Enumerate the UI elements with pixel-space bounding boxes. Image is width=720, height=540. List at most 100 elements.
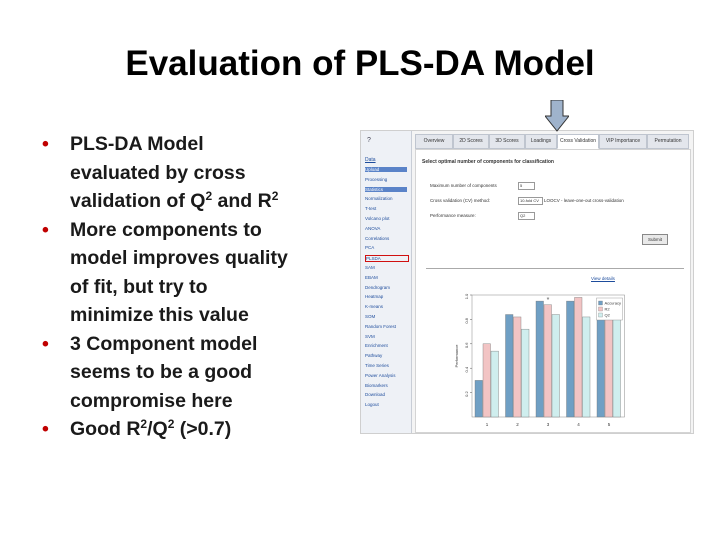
tab-cross-validation[interactable]: Cross Validation [557,134,599,149]
bullet-item: • More components to model improves qualit… [42,216,352,330]
cv-method-option[interactable]: LOOCV - leave-one-out cross-validation [544,198,624,203]
bar-accuracy-2 [505,314,514,418]
x-tick-label: 2 [516,422,519,427]
legend-label: R2 [605,307,611,312]
sidebar-item-biomarkers[interactable]: Biomarkers [365,382,388,388]
sidebar-item-logout[interactable]: Logout [365,402,379,408]
bar-q2-1 [490,350,499,418]
tab-permutation[interactable]: Permutation [647,134,689,149]
sidebar-item-statistics[interactable]: Statistics [365,186,407,192]
software-screenshot: ? Data Upload Processing Statistics Normali… [360,130,694,434]
superscript: 2 [167,417,175,431]
section-title: Select optimal number of components for … [422,159,554,165]
sidebar-item-volcano-plot[interactable]: Volcano plot [365,216,390,221]
legend-swatch [598,300,603,306]
superscript: 2 [271,189,279,203]
bullet-list: • PLS-DA Model evaluated by cross validatio… [42,130,352,444]
sidebar-header[interactable]: Data [365,157,376,163]
submit-button[interactable]: Submit [642,234,668,245]
bullet-line: evaluated by cross [70,159,352,188]
bar-q2-2 [521,328,530,418]
bullet-marker: • [42,218,49,241]
bullet-line: Good R2/Q2 (>0.7) [70,415,352,444]
form-label: Maximum number of components [430,183,497,188]
bullet-text: (>0.7) [174,418,232,440]
bullet-text: of fit, but try to [70,275,208,298]
x-tick-label: 1 [486,422,489,427]
bar-accuracy-3 [535,300,544,418]
sidebar-item-dendrogram[interactable]: Dendrogram [365,284,391,290]
bullet-line: More components to [70,216,352,245]
view-details-link[interactable]: View details [591,276,615,281]
sidebar-item-random-forest[interactable]: Random Forest [365,323,397,329]
sidebar-item-pathway[interactable]: Pathway [365,353,383,359]
tab-overview[interactable]: Overview [415,134,453,149]
main-panel: Select optimal number of components for … [415,149,691,433]
sidebar-item-time-series[interactable]: Time Series [365,363,389,368]
sidebar-item-heatmap[interactable]: Heatmap [365,294,384,300]
bullet-marker: • [42,133,49,155]
bullet-text: compromise here [70,389,233,412]
sidebar-item-anova[interactable]: ANOVA [365,225,381,231]
legend-swatch [598,306,603,312]
bullet-marker: • [42,332,49,355]
sidebar-item-upload[interactable]: Upload [365,167,407,172]
sidebar-item-som[interactable]: SOM [365,314,376,319]
sidebar-item-enrichment[interactable]: Enrichment [365,343,388,349]
bullet-text: seems to be a good [70,361,253,383]
bullet-line: minimize this value [70,301,352,330]
tab-2d-scores[interactable]: 2D Scores [453,134,489,149]
bullet-text: minimize this value [70,304,249,326]
bullet-item: • PLS-DA Model evaluated by cross validatio… [42,130,352,216]
bullet-text: PLS-DA Model [70,133,204,155]
sidebar-item-svm[interactable]: SVM [365,333,375,339]
bar-accuracy-4 [566,300,575,418]
sidebar-item-sam[interactable]: SAM [365,265,375,270]
bar-q2-4 [582,316,591,418]
bar-accuracy-1 [474,380,483,418]
sidebar-item-ebam[interactable]: EBAM [365,274,378,280]
divider [426,268,684,269]
bullet-text: and R [212,190,272,212]
bullet-text: /Q [147,418,168,440]
sidebar-item-download[interactable]: Download [365,392,386,398]
bar-r2-2 [513,316,522,418]
bullet-text: evaluated by cross [70,161,246,184]
sidebar-item-correlations[interactable]: Correlations [365,235,390,241]
form-label: Cross validation (CV) method: [430,198,491,203]
bullet-text: validation of Q [70,190,206,212]
quick-help-link[interactable]: Quick Help [693,138,694,143]
form-field[interactable]: 10-fold CV [518,197,543,205]
superscript: 2 [140,417,148,431]
sidebar-item-k-means[interactable]: K-means [365,304,384,310]
form-field[interactable]: Q2 [518,212,535,220]
app-logo: ? [367,137,371,144]
tab-3d-scores[interactable]: 3D Scores [489,134,525,149]
bar-r2-4 [574,297,583,418]
bullet-marker: • [42,418,49,440]
sidebar-item-power-analysis[interactable]: Power Analysis [365,372,396,378]
form-field[interactable]: 5 [518,182,535,190]
legend-swatch [598,312,603,318]
tab-vip-importance[interactable]: VIP Importance [599,134,647,149]
bullet-text: 3 Component model [70,332,258,355]
sidebar-item-plsda[interactable]: PLSDA [365,255,409,263]
bullet-item: • 3 Component model seems to be a good comp… [42,330,352,416]
sidebar-item-t-test[interactable]: T-test [365,206,377,212]
bullet-line: seems to be a good [70,358,352,387]
sidebar-item-pca[interactable]: PCA [365,245,375,251]
superscript: 2 [205,189,213,203]
bullet-text: Good R [70,418,141,440]
legend-label: Q2 [605,313,611,318]
x-tick-label: 5 [608,422,611,427]
tab-loadings[interactable]: Loadings [525,134,557,149]
y-tick-label: 0.4 [464,366,469,372]
x-tick-label: 3 [547,422,550,427]
sidebar: ? Data Upload Processing Statistics Normali… [361,131,412,433]
bullet-line: 3 Component model [70,330,352,359]
y-tick-label: 0.8 [464,317,469,323]
sidebar-item-processing[interactable]: Processing [365,176,388,182]
sidebar-item-normalization[interactable]: Normalization [365,196,393,202]
y-axis-label: Performance [454,344,459,368]
legend-label: Accuracy [605,301,621,306]
